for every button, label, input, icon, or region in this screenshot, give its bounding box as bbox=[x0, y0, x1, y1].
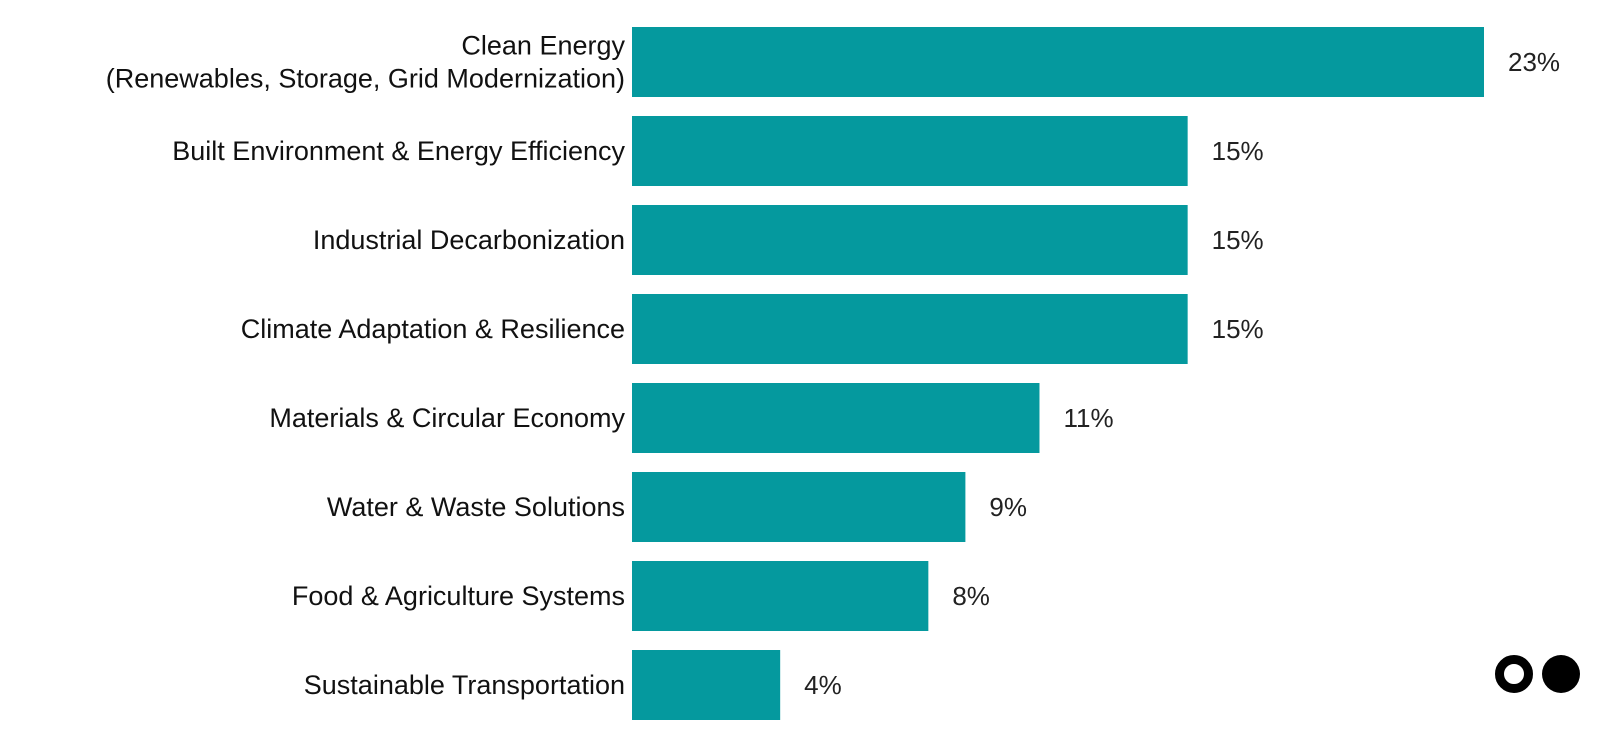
category-label: Water & Waste Solutions bbox=[327, 492, 625, 522]
value-label: 9% bbox=[989, 492, 1027, 522]
category-label: Built Environment & Energy Efficiency bbox=[172, 136, 625, 166]
category-label-line: Sustainable Transportation bbox=[304, 670, 625, 700]
bar bbox=[632, 294, 1188, 364]
value-label: 15% bbox=[1212, 225, 1264, 255]
category-label-line: Climate Adaptation & Resilience bbox=[241, 314, 625, 344]
category-label-line: Materials & Circular Economy bbox=[269, 403, 625, 433]
value-label: 11% bbox=[1063, 403, 1113, 433]
value-label: 4% bbox=[804, 670, 842, 700]
value-label: 15% bbox=[1212, 314, 1264, 344]
bar bbox=[632, 561, 929, 631]
category-label: Climate Adaptation & Resilience bbox=[241, 314, 625, 344]
value-label: 8% bbox=[952, 581, 990, 611]
bar bbox=[632, 116, 1188, 186]
category-label-line: Built Environment & Energy Efficiency bbox=[172, 136, 625, 166]
bar bbox=[632, 472, 966, 542]
two-dots-logo-icon bbox=[1495, 655, 1580, 693]
bar bbox=[632, 27, 1484, 97]
category-label: Materials & Circular Economy bbox=[269, 403, 625, 433]
category-label-line: (Renewables, Storage, Grid Modernization… bbox=[106, 64, 625, 94]
bar bbox=[632, 383, 1040, 453]
bar bbox=[632, 205, 1188, 275]
value-label: 23% bbox=[1508, 47, 1560, 77]
category-label: Food & Agriculture Systems bbox=[292, 581, 625, 611]
category-label: Sustainable Transportation bbox=[304, 670, 625, 700]
category-label-line: Clean Energy bbox=[461, 31, 625, 61]
value-label: 15% bbox=[1212, 136, 1264, 166]
category-label-line: Food & Agriculture Systems bbox=[292, 581, 625, 611]
category-label-line: Water & Waste Solutions bbox=[327, 492, 625, 522]
category-label-line: Industrial Decarbonization bbox=[313, 225, 625, 255]
category-label: Clean Energy (Renewables, Storage, Grid M… bbox=[106, 31, 626, 94]
category-label: Industrial Decarbonization bbox=[313, 225, 625, 255]
bar bbox=[632, 650, 781, 720]
